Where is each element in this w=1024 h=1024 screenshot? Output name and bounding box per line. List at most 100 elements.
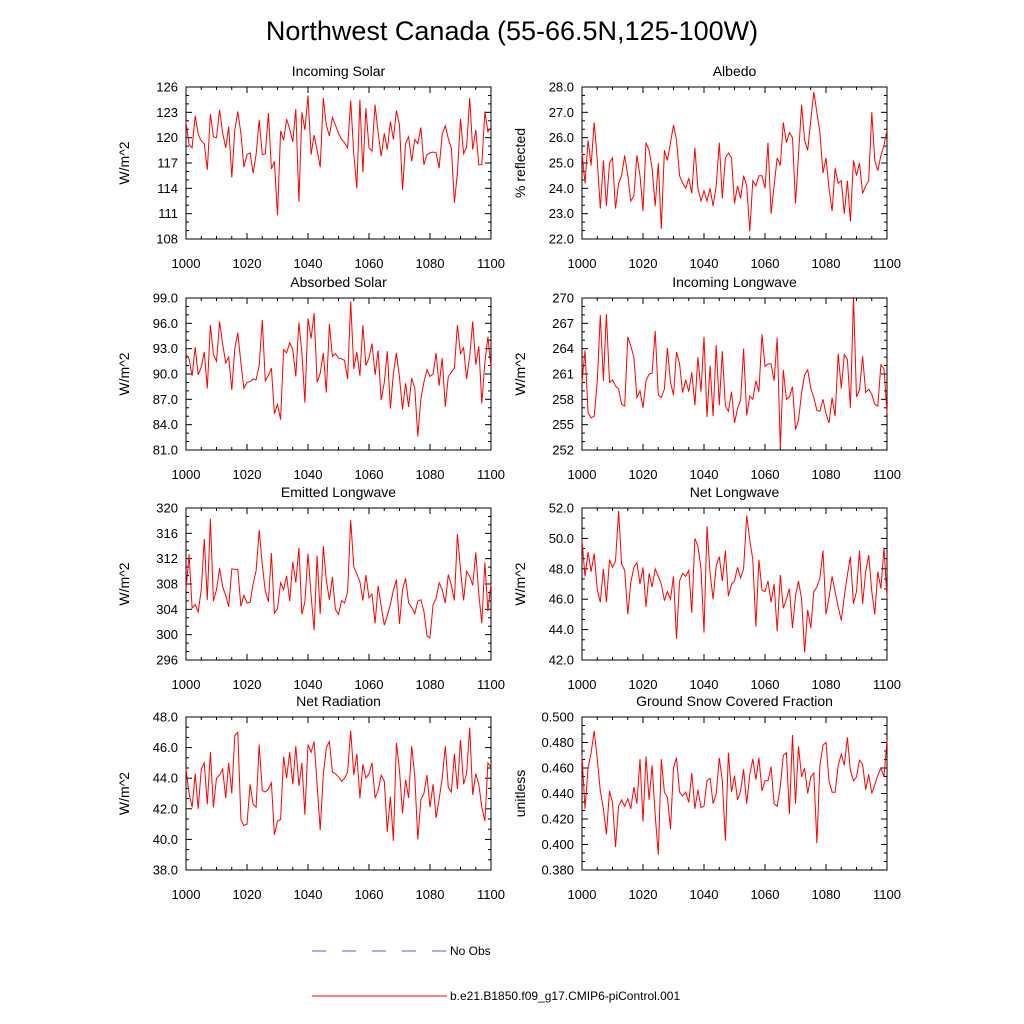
x-tick-label: 1080 <box>812 887 841 902</box>
x-tick-label: 1000 <box>568 467 597 482</box>
x-tick-label: 1060 <box>355 256 384 271</box>
y-tick-label: 111 <box>158 206 178 221</box>
plot-frame <box>581 86 888 240</box>
x-tick-label: 1040 <box>294 677 323 692</box>
panel-title: Incoming Longwave <box>672 274 797 290</box>
panel-6: Net Longwave W/m^2 1000 1020 1040 1060 1080 110… <box>512 484 901 692</box>
series-line-1 <box>581 297 888 448</box>
y-tick-label: 0.400 <box>541 837 574 852</box>
y-tick-label: 0.480 <box>541 735 574 750</box>
y-tick-label: 0.380 <box>541 863 574 878</box>
y-tick-label: 252 <box>552 443 574 458</box>
y-tick-label: 114 <box>157 181 178 196</box>
y-tick-label: 44.0 <box>549 622 574 637</box>
y-tick-label: 0.440 <box>541 786 574 801</box>
y-tick-label: 99.0 <box>153 291 178 306</box>
y-tick-label: 84.0 <box>153 417 178 432</box>
y-tick-label: 50.0 <box>549 531 574 546</box>
y-axis-label: unitless <box>512 770 528 817</box>
y-tick-label: 312 <box>156 551 178 566</box>
y-tick-label: 120 <box>156 130 178 145</box>
series-line-1 <box>581 510 888 653</box>
y-tick-label: 42.0 <box>549 653 574 668</box>
panel-1: Incoming Solar W/m^2 1000 1020 1040 1060 1080 1… <box>116 63 505 271</box>
series-line-1 <box>185 301 492 437</box>
x-tick-label: 1060 <box>751 887 780 902</box>
y-axis-label: W/m^2 <box>116 772 132 815</box>
y-tick-label: 48.0 <box>549 561 574 576</box>
figure-title: Northwest Canada (55-66.5N,125-100W) <box>266 16 758 46</box>
y-tick-label: 23.0 <box>549 206 574 221</box>
panel-8: Ground Snow Covered Fraction unitless 1000… <box>512 693 901 902</box>
y-tick-label: 316 <box>156 526 178 541</box>
y-tick-label: 28.0 <box>549 80 574 95</box>
y-tick-label: 52.0 <box>549 501 574 516</box>
y-tick-label: 24.0 <box>549 181 574 196</box>
x-tick-label: 1080 <box>416 887 445 902</box>
x-tick-label: 1080 <box>812 256 841 271</box>
x-tick-label: 1000 <box>172 677 201 692</box>
x-tick-label: 1000 <box>172 887 201 902</box>
panel-title: Net Radiation <box>296 693 381 709</box>
y-tick-label: 38.0 <box>153 863 178 878</box>
series-line-1 <box>185 95 492 216</box>
x-tick-label: 1000 <box>568 256 597 271</box>
x-tick-label: 1080 <box>416 677 445 692</box>
x-tick-label: 1000 <box>568 887 597 902</box>
y-tick-label: 40.0 <box>153 832 178 847</box>
x-tick-label: 1060 <box>355 467 384 482</box>
y-tick-label: 42.0 <box>153 801 178 816</box>
x-tick-label: 1060 <box>751 256 780 271</box>
x-tick-label: 1100 <box>477 467 505 482</box>
panel-title: Incoming Solar <box>292 63 386 79</box>
plot-frame <box>185 507 492 661</box>
legend-obs-label: No Obs <box>450 944 491 958</box>
x-tick-label: 1040 <box>294 887 323 902</box>
y-tick-label: 26.0 <box>549 130 574 145</box>
y-tick-label: 22.0 <box>549 232 574 247</box>
panel-4: Incoming Longwave W/m^2 1000 1020 1040 1060 10… <box>512 274 901 482</box>
y-axis-label: % reflected <box>512 128 528 198</box>
x-tick-label: 1060 <box>355 887 384 902</box>
y-tick-label: 90.0 <box>153 367 178 382</box>
y-tick-label: 96.0 <box>153 316 178 331</box>
x-tick-label: 1020 <box>629 677 658 692</box>
panel-title: Ground Snow Covered Fraction <box>636 693 833 709</box>
y-axis-label: W/m^2 <box>116 141 132 184</box>
x-tick-label: 1020 <box>233 467 262 482</box>
series-line-1 <box>185 727 492 841</box>
y-tick-label: 300 <box>156 627 178 642</box>
y-tick-label: 261 <box>552 367 574 382</box>
x-tick-label: 1100 <box>477 887 505 902</box>
y-tick-label: 123 <box>156 105 178 120</box>
y-tick-label: 320 <box>156 501 178 516</box>
x-tick-label: 1020 <box>233 887 262 902</box>
y-tick-label: 27.0 <box>549 105 574 120</box>
y-tick-label: 270 <box>552 291 574 306</box>
x-tick-label: 1000 <box>172 467 201 482</box>
x-tick-label: 1080 <box>416 256 445 271</box>
x-tick-label: 1100 <box>477 256 505 271</box>
y-tick-label: 25.0 <box>549 156 574 171</box>
panel-2: Albedo % reflected 1000 1020 1040 1060 1080 110… <box>512 63 901 271</box>
x-tick-label: 1100 <box>873 887 901 902</box>
x-tick-label: 1020 <box>629 467 658 482</box>
y-tick-label: 0.460 <box>541 761 574 776</box>
panels: Incoming Solar W/m^2 1000 1020 1040 1060 1080 1… <box>116 63 901 902</box>
y-tick-label: 117 <box>157 156 178 171</box>
y-tick-label: 44.0 <box>153 771 178 786</box>
panel-5: Emitted Longwave W/m^2 1000 1020 1040 1060 108… <box>116 484 505 692</box>
y-tick-label: 308 <box>156 577 178 592</box>
y-tick-label: 0.420 <box>541 812 574 827</box>
x-tick-label: 1040 <box>690 256 719 271</box>
y-tick-label: 304 <box>156 602 178 617</box>
y-tick-label: 0.500 <box>541 710 574 725</box>
series-line-1 <box>185 518 492 639</box>
y-axis-label: W/m^2 <box>116 352 132 395</box>
x-tick-label: 1020 <box>233 256 262 271</box>
plot-frame <box>185 86 492 240</box>
x-tick-label: 1080 <box>812 467 841 482</box>
x-tick-label: 1020 <box>629 256 658 271</box>
x-tick-label: 1040 <box>294 467 323 482</box>
